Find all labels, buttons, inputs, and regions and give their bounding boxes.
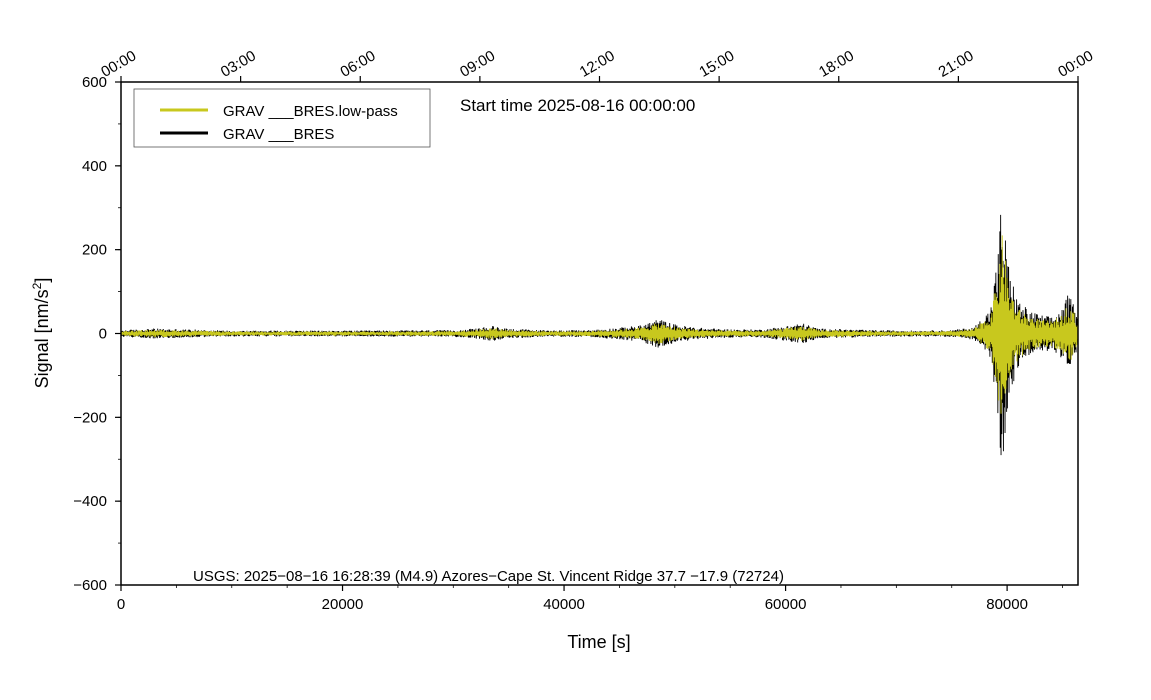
x-tick-label: 40000 bbox=[543, 596, 585, 613]
y-axis-title-main: Signal [nm/s bbox=[32, 289, 52, 388]
legend-label-raw: GRAV ___BRES bbox=[223, 126, 334, 143]
y-tick-label: −600 bbox=[73, 577, 107, 594]
x-tick-label: 60000 bbox=[765, 596, 807, 613]
y-axis-title-sup: 2 bbox=[30, 282, 44, 289]
trace-group bbox=[120, 214, 1079, 456]
y-tick-label: 600 bbox=[82, 74, 107, 91]
y-tick-label: 0 bbox=[99, 326, 107, 343]
y-tick-label: −400 bbox=[73, 493, 107, 510]
x-axis-title: Time [s] bbox=[567, 632, 630, 652]
x-tick-label: 80000 bbox=[986, 596, 1028, 613]
y-axis-title: Signal [nm/s2] bbox=[30, 278, 52, 389]
y-axis-title-end: ] bbox=[32, 278, 52, 283]
legend-box bbox=[133, 88, 431, 148]
trace-lowpass bbox=[120, 235, 1079, 414]
y-tick-label: 400 bbox=[82, 158, 107, 175]
event-note: USGS: 2025−08−16 16:28:39 (M4.9) Azores−… bbox=[193, 568, 784, 585]
x-tick-label: 20000 bbox=[322, 596, 364, 613]
y-tick-label: −200 bbox=[73, 409, 107, 426]
y-tick-label: 200 bbox=[82, 242, 107, 259]
legend: GRAV ___BRES.low-pass GRAV ___BRES bbox=[133, 88, 431, 148]
legend-label-lowpass: GRAV ___BRES.low-pass bbox=[223, 103, 398, 120]
x-tick-label: 0 bbox=[117, 596, 125, 613]
start-time-annotation: Start time 2025-08-16 00:00:00 bbox=[460, 96, 695, 115]
